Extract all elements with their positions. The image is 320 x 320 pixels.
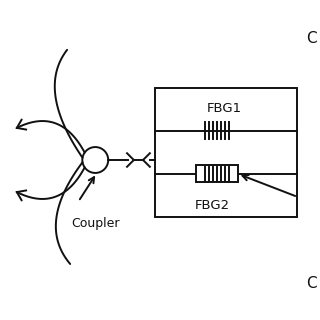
Text: FBG1: FBG1 <box>207 102 242 115</box>
Bar <box>196 165 238 182</box>
Bar <box>156 88 297 217</box>
Text: C: C <box>307 31 317 46</box>
Text: FBG2: FBG2 <box>195 198 230 212</box>
Text: C: C <box>307 276 317 291</box>
Text: Coupler: Coupler <box>71 217 120 230</box>
